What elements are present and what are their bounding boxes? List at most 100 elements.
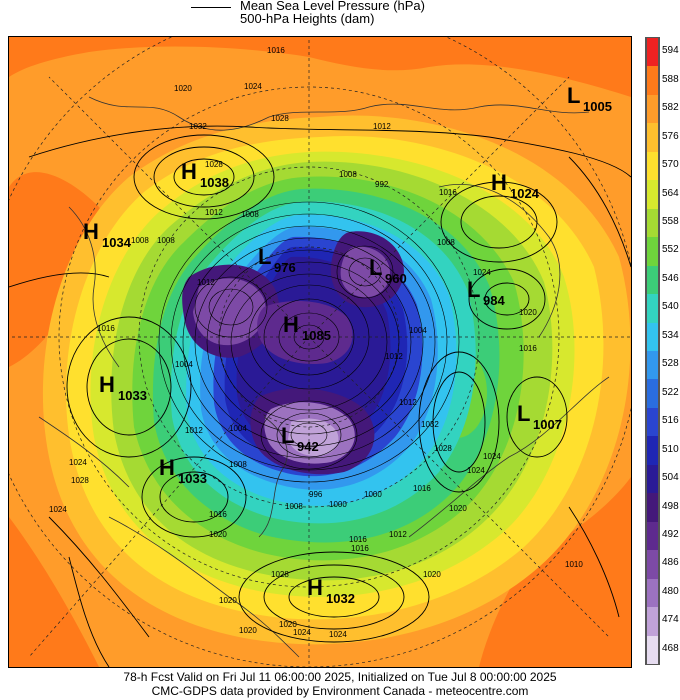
colorbar-label: 516: [662, 415, 679, 427]
colorbar: [645, 37, 660, 665]
isobar-label: 1032: [421, 420, 439, 429]
isobar-label: 1024: [244, 82, 262, 91]
isobar-label: 1024: [329, 630, 347, 639]
isobar-label: 1012: [373, 122, 391, 131]
data-credit-text: CMC-GDPS data provided by Environment Ca…: [151, 684, 529, 698]
colorbar-swatch: [646, 180, 659, 209]
colorbar-label: 576: [662, 130, 679, 142]
isobar-label: 1008: [131, 236, 149, 245]
isobar-label: 1004: [229, 424, 247, 433]
high-pressure-marker: H 1033: [159, 455, 207, 486]
isobar-label: 1024: [293, 628, 311, 637]
low-pressure-marker: L 1005: [567, 83, 612, 114]
colorbar-swatch: [646, 407, 659, 437]
low-pressure-marker: L 976: [258, 244, 296, 275]
isobar-label-group: 1016 1020 1024 1032 1028 1008 1012 1016 …: [49, 46, 583, 639]
svg-text:H: H: [307, 575, 323, 600]
colorbar-label: 558: [662, 215, 679, 227]
svg-text:H: H: [159, 455, 175, 480]
colorbar-swatch: [646, 294, 659, 323]
svg-text:1033: 1033: [178, 471, 207, 486]
isobar-label: 1008: [285, 502, 303, 511]
polar-map-svg: 1016 1020 1024 1032 1028 1008 1012 1016 …: [9, 37, 631, 667]
isobar-label: 1028: [205, 160, 223, 169]
isobar-label: 1016: [519, 344, 537, 353]
svg-text:H: H: [491, 170, 507, 195]
isobar-label: 1012: [385, 352, 403, 361]
colorbar-swatch: [646, 578, 659, 608]
isobar-label: 1000: [329, 500, 347, 509]
isobar-label: 1008: [339, 170, 357, 179]
isobar-label: 1016: [209, 510, 227, 519]
isobar-label: 1008: [229, 460, 247, 469]
isobar-label: 1028: [271, 114, 289, 123]
isobar-label: 1012: [389, 530, 407, 539]
colorbar-swatch: [646, 607, 659, 636]
isobar-label: 1008: [157, 236, 175, 245]
svg-text:L: L: [369, 255, 382, 280]
colorbar-label: 474: [662, 614, 679, 626]
low-pressure-marker: L 1007: [517, 401, 562, 432]
colorbar-swatch: [646, 521, 659, 551]
isobar-label: 1008: [437, 238, 455, 247]
colorbar-swatch: [646, 66, 659, 95]
pressure-systems: H 1038 H 1034 H 1033 H 1033 H 1032 H 102…: [83, 83, 612, 606]
colorbar-swatch: [646, 237, 659, 266]
high-pressure-marker: H 1032: [307, 575, 355, 606]
svg-text:L: L: [281, 423, 294, 448]
high-pressure-marker: H 1038: [181, 159, 229, 190]
chart-footer: 78-h Fcst Valid on Fri Jul 11 06:00:00 2…: [0, 670, 680, 698]
isobar-label: 1028: [434, 444, 452, 453]
high-pressure-marker: H 1033: [99, 372, 147, 403]
isobar-label: 1028: [71, 476, 89, 485]
isobar-label: 1012: [205, 208, 223, 217]
colorbar-swatch: [646, 379, 659, 408]
isobar-label: 1020: [279, 620, 297, 629]
isobar-label: 1032: [189, 122, 207, 131]
svg-text:1024: 1024: [510, 186, 540, 201]
colorbar-label: 504: [662, 472, 679, 484]
isobar-label: 1008: [241, 210, 259, 219]
isobar-label: 1016: [267, 46, 285, 55]
isobars: [9, 125, 631, 667]
colorbar-label: 498: [662, 500, 679, 512]
coastlines: [38, 96, 610, 658]
colorbar-label: 552: [662, 244, 679, 256]
svg-text:1005: 1005: [583, 99, 612, 114]
colorbar-swatch: [646, 351, 659, 380]
isobar-label: 1020: [174, 84, 192, 93]
colorbar-swatch: [646, 436, 659, 465]
isobar-label: 1028: [271, 570, 289, 579]
colorbar-swatch: [646, 208, 659, 238]
svg-text:976: 976: [274, 260, 296, 275]
svg-text:1007: 1007: [533, 417, 562, 432]
colorbar-label: 480: [662, 585, 679, 597]
colorbar-label: 588: [662, 73, 679, 85]
low-pressure-marker: L 960: [369, 255, 407, 286]
height-field-594-west: [9, 172, 106, 367]
colorbar-swatch: [646, 464, 659, 494]
colorbar-swatch: [646, 493, 659, 522]
isobar-label: 1000: [364, 490, 382, 499]
svg-text:L: L: [517, 401, 530, 426]
svg-text:1033: 1033: [118, 388, 147, 403]
colorbar-label: 546: [662, 272, 679, 284]
svg-text:H: H: [83, 219, 99, 244]
colorbar-label: 522: [662, 386, 679, 398]
height-field-474-south: [288, 418, 339, 457]
isobar-label: 1016: [349, 535, 367, 544]
isobar-label: 1020: [209, 530, 227, 539]
colorbar-swatch: [646, 38, 659, 67]
isobar-label: 1020: [449, 504, 467, 513]
isobar-label: 1016: [97, 324, 115, 333]
high-pressure-marker: H 1085: [283, 312, 331, 343]
mslp-legend-label: Mean Sea Level Pressure (hPa): [240, 0, 425, 13]
chart-header: Mean Sea Level Pressure (hPa) 500-hPa He…: [0, 0, 680, 34]
svg-text:1032: 1032: [326, 591, 355, 606]
svg-text:1038: 1038: [200, 175, 229, 190]
colorbar-swatch: [646, 265, 659, 295]
colorbar-label: 582: [662, 102, 679, 114]
isobar-label: 1012: [185, 426, 203, 435]
isobar-label: 1016: [351, 544, 369, 553]
colorbar-swatch: [646, 151, 659, 181]
